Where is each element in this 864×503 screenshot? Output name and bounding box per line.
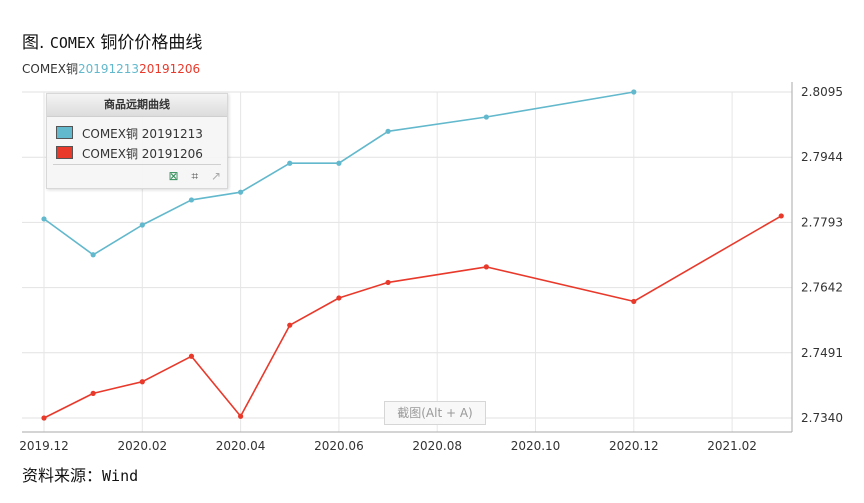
y-tick-label: 2.7793: [801, 215, 843, 229]
data-point: [90, 390, 96, 396]
data-point: [90, 252, 96, 258]
series-line-1: [43, 215, 782, 419]
x-tick-label: 2021.02: [707, 439, 757, 453]
data-point: [238, 189, 244, 195]
x-tick-label: 2020.04: [216, 439, 266, 453]
data-point: [287, 160, 293, 166]
excel-icon[interactable]: ⊠: [168, 169, 179, 183]
figure-title-suffix: 铜价价格曲线: [100, 33, 203, 53]
legend-swatch-1213: [56, 126, 73, 139]
source-value: Wind: [102, 467, 139, 485]
data-point: [41, 216, 47, 222]
data-point: [778, 213, 784, 219]
y-tick-label: 2.7340: [801, 411, 843, 425]
legend-header: 商品远期曲线: [47, 94, 227, 117]
y-tick-label: 2.7642: [801, 281, 843, 295]
subtitle-prefix: COMEX铜: [22, 62, 78, 76]
crop-icon[interactable]: ⌗: [191, 169, 199, 183]
legend-label-1213: COMEX铜 20191213: [82, 127, 203, 141]
subtitle-date-1: 20191213: [77, 62, 140, 76]
x-tick-label: 2020.02: [117, 439, 167, 453]
figure-title-latin: COMEX: [49, 34, 95, 52]
legend-item-1206[interactable]: COMEX铜 20191206: [56, 145, 203, 161]
chart-icon[interactable]: ↗: [210, 169, 221, 183]
source-label: 资料来源：: [22, 466, 103, 485]
y-tick-label: 2.7491: [801, 346, 843, 360]
data-point: [139, 379, 145, 385]
legend-label-1206: COMEX铜 20191206: [82, 147, 203, 161]
data-point: [631, 89, 637, 95]
data-point: [385, 279, 391, 286]
y-tick-label: 2.7944: [801, 150, 843, 164]
figure-title-prefix: 图.: [22, 33, 45, 53]
figure-title: 图. COMEX 铜价价格曲线: [22, 28, 202, 53]
legend-swatch-1206: [56, 146, 73, 159]
data-point: [631, 298, 637, 305]
data-point: [287, 322, 293, 328]
x-tick-label: 2020.08: [412, 439, 462, 453]
legend-panel[interactable]: 商品远期曲线 COMEX铜 20191213 COMEX铜 20191206 ⊠…: [46, 93, 228, 189]
data-point: [336, 295, 342, 301]
series-line-0: [43, 91, 634, 256]
data-point: [188, 353, 195, 359]
legend-toolbar: ⊠ ⌗ ↗: [159, 169, 221, 184]
data-point: [139, 222, 145, 228]
y-tick-label: 2.8095: [801, 85, 843, 99]
data-point: [483, 114, 489, 120]
x-tick-label: 2020.06: [314, 439, 364, 453]
data-point: [483, 264, 489, 270]
x-tick-label: 2020.10: [511, 439, 561, 453]
legend-item-1213[interactable]: COMEX铜 20191213: [56, 125, 203, 141]
data-point: [188, 197, 195, 203]
data-point: [238, 413, 244, 419]
screenshot-hint[interactable]: 截图(Alt + A): [384, 401, 486, 425]
subtitle-date-2: 20191206: [139, 62, 201, 76]
x-tick-label: 2020.12: [609, 439, 659, 453]
data-point: [385, 128, 391, 134]
data-point: [41, 415, 47, 421]
x-tick-label: 2019.12: [19, 439, 69, 453]
data-point: [336, 160, 342, 166]
legend-divider: [53, 164, 221, 165]
source-note: 资料来源：Wind: [22, 462, 138, 486]
chart-subtitle: COMEX铜2019121320191206: [22, 60, 200, 77]
